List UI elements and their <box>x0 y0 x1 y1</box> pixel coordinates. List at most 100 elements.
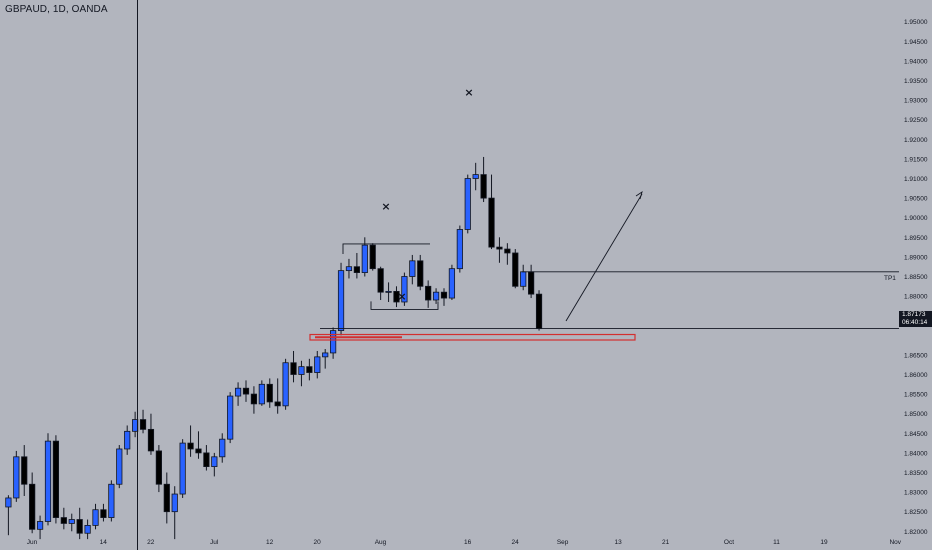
candle <box>535 290 543 331</box>
x-tick-label: 20 <box>314 539 322 546</box>
candle <box>472 162 479 191</box>
candle-body <box>108 483 115 518</box>
candle <box>266 378 273 408</box>
candle-body <box>36 521 44 530</box>
candle <box>306 358 313 381</box>
candle <box>401 272 408 306</box>
double-bottom-bracket <box>370 301 439 310</box>
x-tick-label: 13 <box>614 539 622 546</box>
candle-body <box>448 268 456 299</box>
candle-body <box>520 271 527 287</box>
x-marker: × <box>381 200 390 213</box>
candle <box>187 425 194 457</box>
x-tick-label: Sep <box>557 539 569 546</box>
candle <box>36 515 44 540</box>
candle-body <box>535 293 543 330</box>
y-tick-label: 1.93000 <box>904 98 928 105</box>
candle-body <box>512 252 519 287</box>
x-tick-label: Jun <box>27 539 38 546</box>
tp-label: TP1 <box>884 275 896 282</box>
candle-body <box>116 448 123 485</box>
candle <box>219 433 226 463</box>
candle-body <box>29 483 36 530</box>
x-tick-label: 14 <box>100 539 108 546</box>
candle <box>417 254 424 291</box>
candle <box>512 249 519 289</box>
candle-body <box>171 493 178 513</box>
candle <box>464 174 471 234</box>
candle <box>314 350 321 379</box>
candle-body <box>322 352 329 358</box>
y-tick-label: 1.91500 <box>904 156 928 163</box>
candle <box>29 472 36 534</box>
candle <box>480 156 487 203</box>
candle-body <box>219 438 226 458</box>
x-tick-label: 21 <box>662 539 670 546</box>
candle-body <box>330 330 337 354</box>
candle <box>520 264 527 291</box>
candle <box>116 445 123 489</box>
candle-body <box>480 174 487 199</box>
candle-body <box>250 393 258 405</box>
candle-body <box>274 401 281 407</box>
y-tick-label: 1.94000 <box>904 58 928 65</box>
candle-body <box>440 291 448 299</box>
candle <box>100 503 107 522</box>
candle-body <box>13 456 20 499</box>
candle <box>369 243 376 271</box>
x-tick-label: 12 <box>266 539 274 546</box>
candle-body <box>504 248 511 254</box>
last-price: 1.87173 <box>902 311 926 318</box>
candle-body <box>155 450 162 485</box>
candle <box>124 425 131 455</box>
candle <box>432 288 440 304</box>
candle-body <box>345 266 353 272</box>
candle <box>76 507 83 540</box>
candle <box>13 450 20 502</box>
candle-body <box>496 246 503 250</box>
candle <box>21 445 28 497</box>
candle-body <box>369 244 376 270</box>
x-tick-label: 16 <box>464 539 472 546</box>
y-tick-label: 1.88000 <box>904 294 928 301</box>
candle-body <box>425 285 432 301</box>
y-tick-label: 1.83500 <box>904 470 928 477</box>
x-tick-label: 11 <box>773 539 780 546</box>
y-tick-label: 1.93500 <box>904 78 928 85</box>
candle-body <box>242 387 250 395</box>
candle-body <box>432 291 440 301</box>
x-tick-label: Oct <box>724 539 734 546</box>
candle-body <box>187 442 194 450</box>
candle-body <box>353 266 360 273</box>
candle <box>393 286 400 308</box>
candle <box>163 472 170 524</box>
y-tick-label: 1.94500 <box>904 39 928 46</box>
demand-zone <box>309 333 636 341</box>
candle-body <box>68 519 75 524</box>
y-tick-label: 1.86500 <box>904 352 928 359</box>
candle <box>211 452 218 477</box>
bar-countdown: 06:40:14 <box>902 319 928 326</box>
candle-body <box>314 356 321 373</box>
candle-body <box>306 366 313 373</box>
candle-body <box>52 440 60 518</box>
candle <box>250 386 258 414</box>
candle <box>337 262 345 336</box>
candle <box>409 254 416 285</box>
projection-arrow <box>565 193 643 322</box>
y-tick-label: 1.95000 <box>904 19 928 26</box>
candle-body <box>409 260 416 277</box>
candle <box>353 252 360 279</box>
candle <box>68 513 75 532</box>
y-tick-label: 1.88500 <box>904 274 928 281</box>
y-tick-label: 1.83000 <box>904 490 928 497</box>
candle-body <box>282 362 289 407</box>
x-marker: × <box>464 86 473 99</box>
candle-body <box>417 260 424 287</box>
candle <box>448 264 456 301</box>
candle-body <box>163 483 170 513</box>
x-tick-label: 19 <box>820 539 828 546</box>
candle <box>60 507 67 530</box>
